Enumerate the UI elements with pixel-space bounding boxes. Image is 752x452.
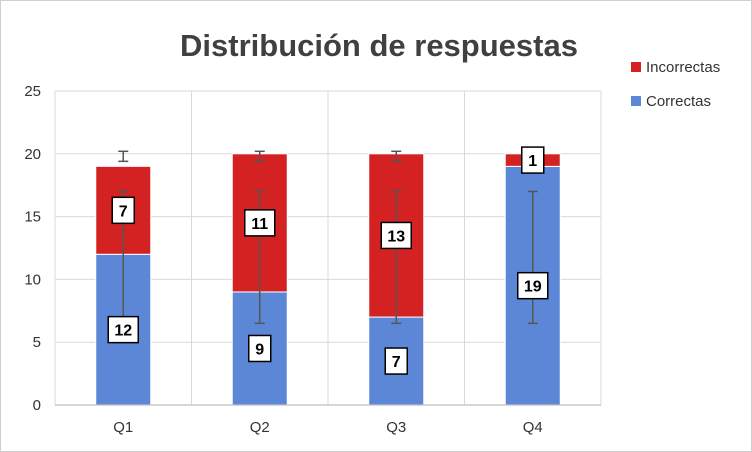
data-label: 9 <box>255 341 264 358</box>
y-tick-label: 0 <box>33 397 41 414</box>
y-tick-label: 25 <box>24 83 41 100</box>
chart-title: Distribución de respuestas <box>180 28 578 63</box>
x-tick-label: Q2 <box>250 419 270 436</box>
data-label: 13 <box>387 228 405 245</box>
x-tick-label: Q3 <box>386 419 406 436</box>
axes: 0 5 10 15 20 25 Q1 Q2 Q3 Q4 <box>24 83 601 436</box>
data-label-box <box>244 209 276 237</box>
x-tick-label: Q1 <box>113 419 133 436</box>
legend-label: Incorrectas <box>646 59 720 76</box>
legend: Incorrectas Correctas <box>631 59 720 110</box>
data-labels: 12 7 9 11 7 13 19 1 <box>107 146 549 375</box>
data-label: 7 <box>119 203 128 220</box>
legend-label: Correctas <box>646 93 711 110</box>
x-tick-label: Q4 <box>523 419 543 436</box>
y-tick-label: 10 <box>24 271 41 288</box>
data-label: 1 <box>528 153 537 170</box>
data-label-box <box>111 196 135 225</box>
data-label-box <box>521 146 545 174</box>
data-label-box <box>380 221 412 250</box>
y-tick-label: 20 <box>24 146 41 163</box>
data-label-box <box>107 315 139 344</box>
data-label: 11 <box>251 216 268 233</box>
data-label-box <box>384 347 408 375</box>
data-label: 12 <box>114 323 132 340</box>
y-tick-label: 5 <box>33 334 41 351</box>
y-tick-label: 15 <box>24 209 41 226</box>
legend-swatch <box>631 96 641 106</box>
data-label: 19 <box>524 279 542 296</box>
data-label-box <box>248 334 272 363</box>
data-label-box <box>517 271 549 300</box>
legend-swatch <box>631 62 641 72</box>
data-label: 7 <box>392 354 401 371</box>
